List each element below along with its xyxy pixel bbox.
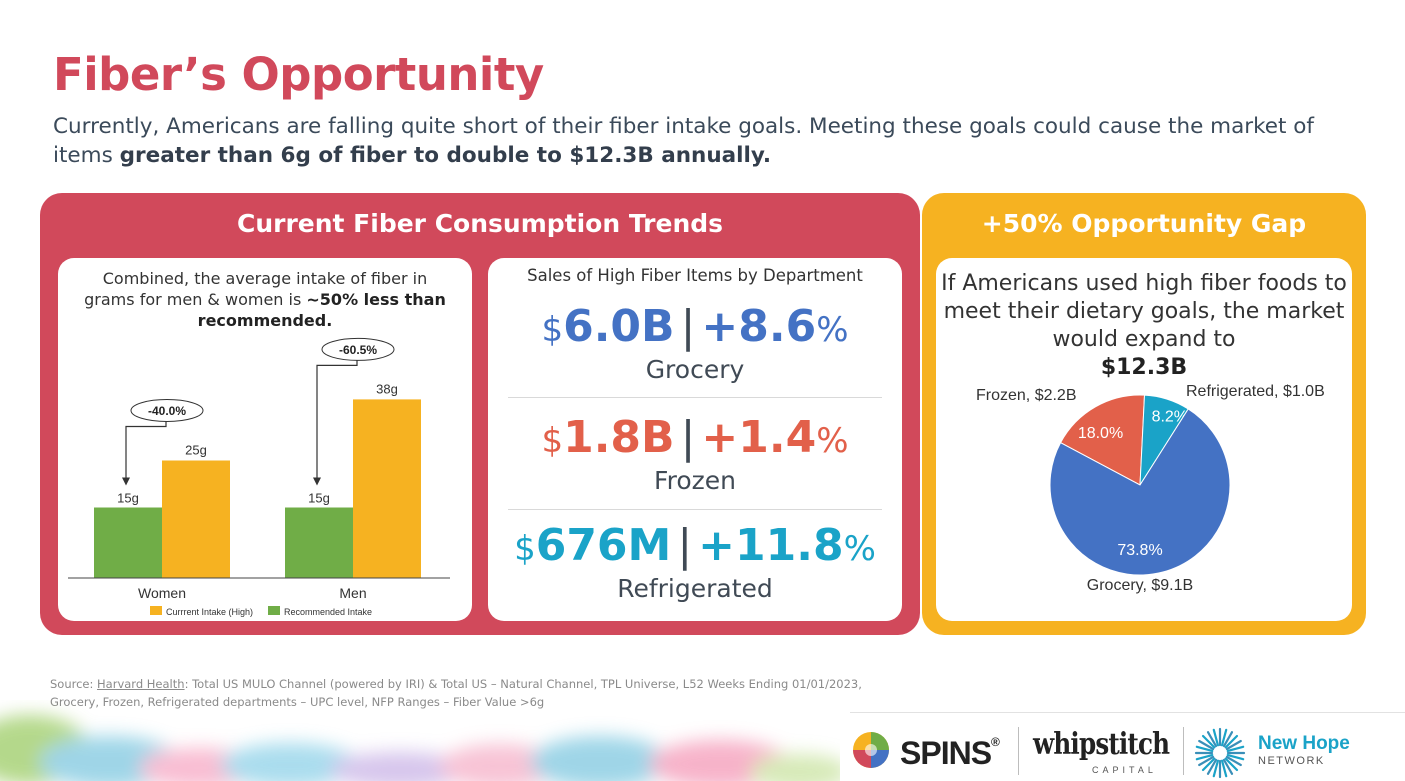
intake-chart-card: Combined, the average intake of fiber in… xyxy=(58,258,472,621)
pie-value-label: 8.2% xyxy=(1152,409,1188,426)
whipstitch-logo-sub: CAPITAL xyxy=(1092,765,1157,775)
spins-logo-icon xyxy=(853,732,889,768)
sunburst-ray xyxy=(1212,728,1220,747)
sunburst-ray xyxy=(1226,745,1245,753)
intake-bar-chart: 15g 25g Women -40.0% 15g 38g Men -60.5% Currrent… xyxy=(68,337,450,617)
new-hope-sunburst-icon xyxy=(1194,727,1246,779)
annotation-bubble xyxy=(130,399,204,422)
sunburst-ray xyxy=(1195,753,1214,761)
sunburst-ray xyxy=(1224,757,1239,772)
category-label: Men xyxy=(339,585,366,601)
department-pie-chart: 18.0% 8.2% 73.8% Frozen, $2.2B Refrigerated,… xyxy=(976,383,1325,594)
pie-category-label: Refrigerated, $1.0B xyxy=(1186,383,1325,400)
pie-note-total: $12.3B xyxy=(1100,355,1188,380)
trends-panel: Current Fiber Consumption Trends Combine… xyxy=(40,193,920,635)
sunburst-ray xyxy=(1222,758,1234,775)
sunburst-ray xyxy=(1201,734,1216,749)
spins-logo: SPINS® xyxy=(900,735,1000,771)
annotation-arrowhead xyxy=(122,477,130,486)
sunburst-ray xyxy=(1225,739,1242,751)
bar-current xyxy=(353,399,421,578)
sunburst-ray xyxy=(1222,731,1234,748)
sales-frozen: $1.8B | +1.4% Frozen xyxy=(488,413,902,496)
sales-divider xyxy=(508,397,882,398)
subtitle-highlight: greater than 6g of fiber to double to $1… xyxy=(119,143,772,168)
opportunity-panel-title: +50% Opportunity Gap xyxy=(981,209,1307,238)
bar-recommended xyxy=(285,507,353,578)
annotation-label: -40.0% xyxy=(148,404,186,418)
sales-divider xyxy=(508,509,882,510)
new-hope-logo: New Hope xyxy=(1258,733,1350,754)
intake-chart-note: Combined, the average intake of fiber in… xyxy=(84,269,446,330)
sunburst-ray xyxy=(1220,759,1228,778)
source-note: Source: Harvard Health: Total US MULO Ch… xyxy=(50,677,862,709)
sunburst-ray xyxy=(1195,745,1214,753)
legend-label: Currrent Intake (High) xyxy=(166,607,253,617)
bar-label: 25g xyxy=(185,443,207,458)
sunburst-ray xyxy=(1226,753,1245,761)
bar-label: 15g xyxy=(117,491,139,506)
whipstitch-logo: whipstitch xyxy=(1033,727,1170,762)
sunburst-ray xyxy=(1225,755,1242,767)
sales-frozen-figure: $1.8B | +1.4% xyxy=(541,412,849,463)
sunburst-ray xyxy=(1201,757,1216,772)
partner-logos: SPINS® whipstitch CAPITAL New Hope NETWO… xyxy=(850,712,1405,781)
pie-value-label: 73.8% xyxy=(1117,542,1162,559)
legend-swatch xyxy=(268,606,280,615)
pie-card: If Americans used high fiber foods to me… xyxy=(936,258,1352,621)
pie-value-label: 18.0% xyxy=(1078,425,1123,442)
page-title: Fiber’s Opportunity xyxy=(53,48,544,101)
sunburst-ray xyxy=(1206,731,1218,748)
sales-refrigerated-label: Refrigerated xyxy=(617,574,773,603)
category-label: Women xyxy=(138,585,186,601)
pie-slice xyxy=(1059,394,1146,486)
bar-current xyxy=(162,460,230,578)
sunburst-ray xyxy=(1212,759,1220,778)
logo-separator xyxy=(1183,727,1184,775)
sunburst-ray xyxy=(1198,755,1215,767)
trends-panel-title: Current Fiber Consumption Trends xyxy=(236,209,724,238)
sales-grocery-figure: $6.0B | +8.6% xyxy=(541,301,849,352)
sales-frozen-label: Frozen xyxy=(654,466,736,495)
bar-label: 15g xyxy=(308,491,330,506)
source-link[interactable]: Harvard Health xyxy=(97,677,185,691)
logo-separator xyxy=(1018,727,1019,775)
new-hope-logo-sub: NETWORK xyxy=(1258,755,1325,767)
annotation-arrow xyxy=(316,360,358,480)
annotation-label: -60.5% xyxy=(339,343,377,357)
sales-heading: Sales of High Fiber Items by Department xyxy=(527,266,863,285)
page-subtitle: Currently, Americans are falling quite s… xyxy=(53,114,1314,168)
pie-slice xyxy=(1049,408,1231,576)
sales-grocery-label: Grocery xyxy=(645,355,745,384)
sunburst-ray xyxy=(1224,734,1239,749)
pie-category-label: Frozen, $2.2B xyxy=(976,387,1077,404)
legend-swatch xyxy=(150,606,162,615)
sales-card: Sales of High Fiber Items by Department … xyxy=(488,258,902,621)
sales-refrigerated-figure: $676M | +11.8% xyxy=(514,520,876,571)
bar-recommended xyxy=(94,507,162,578)
pie-note: If Americans used high fiber foods to me… xyxy=(941,271,1347,380)
sales-refrigerated: $676M | +11.8% Refrigerated xyxy=(488,521,902,604)
watercolor-decoration xyxy=(0,715,840,781)
pie-category-label: Grocery, $9.1B xyxy=(1087,577,1193,594)
annotation-bubble xyxy=(321,337,395,361)
bar-label: 38g xyxy=(376,381,398,396)
annotation-arrow xyxy=(125,421,167,480)
legend-label: Recommended Intake xyxy=(284,607,372,617)
sunburst-ray xyxy=(1198,739,1215,751)
annotation-arrowhead xyxy=(313,477,321,486)
opportunity-panel: +50% Opportunity Gap If Americans used h… xyxy=(922,193,1366,635)
sunburst-ray xyxy=(1206,758,1218,775)
sales-grocery: $6.0B | +8.6% Grocery xyxy=(488,302,902,385)
sunburst-ray xyxy=(1220,728,1228,747)
